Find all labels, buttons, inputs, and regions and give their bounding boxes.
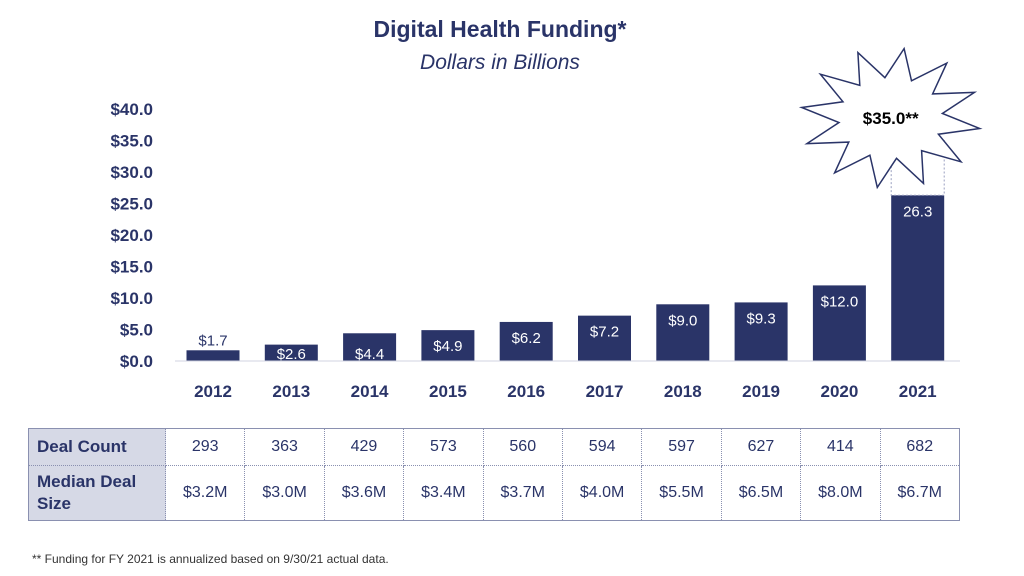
y-tick-label: $35.0 <box>110 132 153 151</box>
x-tick-label: 2013 <box>272 382 310 401</box>
annotation-starburst: $35.0** <box>798 46 983 196</box>
table-cell: $3.7M <box>483 465 563 521</box>
table-cell: $3.4M <box>403 465 484 521</box>
y-tick-label: $10.0 <box>110 289 153 308</box>
footnote: ** Funding for FY 2021 is annualized bas… <box>32 552 389 566</box>
table-cell: 573 <box>403 428 484 466</box>
table-cell: 293 <box>165 428 246 466</box>
deal-stats-table: Deal Count 293 363 429 573 560 594 597 627 414 682… <box>28 428 961 521</box>
table-cell: $5.5M <box>641 465 722 521</box>
table-cell: 414 <box>800 428 881 466</box>
bar <box>656 304 710 361</box>
bar <box>421 330 475 361</box>
table-cell: $3.2M <box>165 465 246 521</box>
data-label: 26.3 <box>903 203 932 220</box>
table-cell: $8.0M <box>800 465 881 521</box>
bar <box>734 302 788 361</box>
table-cell: 682 <box>880 428 961 466</box>
data-label: $2.6 <box>277 346 306 363</box>
bar-chart: $0.0 $5.0 $10.0 $15.0 $20.0 $25.0 $30.0 $35.0 $4… <box>110 46 983 401</box>
table-cell: 560 <box>483 428 563 466</box>
x-tick-label: 2020 <box>820 382 858 401</box>
bars: $1.7 $2.6 $4.4 $4.9 $6.2 $7.2 $9.0 $9.3 $12.0 26.… <box>186 195 945 363</box>
data-label: $6.2 <box>512 330 541 347</box>
table-cell: $4.0M <box>562 465 643 521</box>
data-label: $12.0 <box>821 293 859 310</box>
chart-title: Digital Health Funding* <box>373 16 627 42</box>
table-cell: 597 <box>641 428 722 466</box>
data-label: $9.0 <box>668 312 697 329</box>
table-cell: $6.7M <box>880 465 961 521</box>
bar <box>812 285 866 361</box>
x-tick-label: 2018 <box>664 382 702 401</box>
annotation-label: $35.0** <box>863 109 919 128</box>
table-cell: 429 <box>324 428 405 466</box>
bar <box>186 350 240 361</box>
y-tick-label: $25.0 <box>110 195 153 214</box>
x-axis: 2012 2013 2014 2015 2016 2017 2018 2019 2020 2021 <box>175 360 960 401</box>
x-tick-label: 2014 <box>351 382 389 401</box>
x-tick-label: 2017 <box>586 382 624 401</box>
table-cell: 363 <box>244 428 325 466</box>
y-tick-label: $30.0 <box>110 163 153 182</box>
row-header: Median Deal Size <box>28 465 166 521</box>
data-label: $7.2 <box>590 324 619 341</box>
chart-subtitle: Dollars in Billions <box>420 51 580 74</box>
x-tick-label: 2015 <box>429 382 467 401</box>
bar <box>499 321 553 361</box>
y-tick-label: $5.0 <box>120 321 153 340</box>
data-label: $1.7 <box>198 332 227 349</box>
y-tick-label: $20.0 <box>110 226 153 245</box>
table-cell: $6.5M <box>721 465 802 521</box>
table-cell: 594 <box>562 428 643 466</box>
bar <box>891 195 945 361</box>
projection-outline <box>890 140 945 196</box>
data-label: $4.4 <box>355 346 384 363</box>
deal-count-row: Deal Count 293 363 429 573 560 594 597 627 414 682 <box>28 428 961 466</box>
bar <box>264 344 318 361</box>
bar <box>343 333 397 361</box>
x-tick-label: 2016 <box>507 382 545 401</box>
y-tick-label: $15.0 <box>110 258 153 277</box>
table-cell: $3.0M <box>244 465 325 521</box>
y-axis: $0.0 $5.0 $10.0 $15.0 $20.0 $25.0 $30.0 $35.0 $4… <box>110 100 153 371</box>
data-label: $9.3 <box>746 310 775 327</box>
x-tick-label: 2019 <box>742 382 780 401</box>
bar <box>578 315 631 361</box>
data-label: $4.9 <box>433 338 462 355</box>
median-deal-size-row: Median Deal Size $3.2M $3.0M $3.6M $3.4M $3.7… <box>28 465 961 521</box>
y-tick-label: $0.0 <box>120 352 153 371</box>
y-tick-label: $40.0 <box>110 100 153 119</box>
table-cell: $3.6M <box>324 465 405 521</box>
starburst-shape <box>798 46 983 190</box>
row-header: Deal Count <box>28 428 166 466</box>
table-cell: 627 <box>721 428 802 466</box>
x-tick-label: 2012 <box>194 382 232 401</box>
x-tick-label: 2021 <box>899 382 937 401</box>
